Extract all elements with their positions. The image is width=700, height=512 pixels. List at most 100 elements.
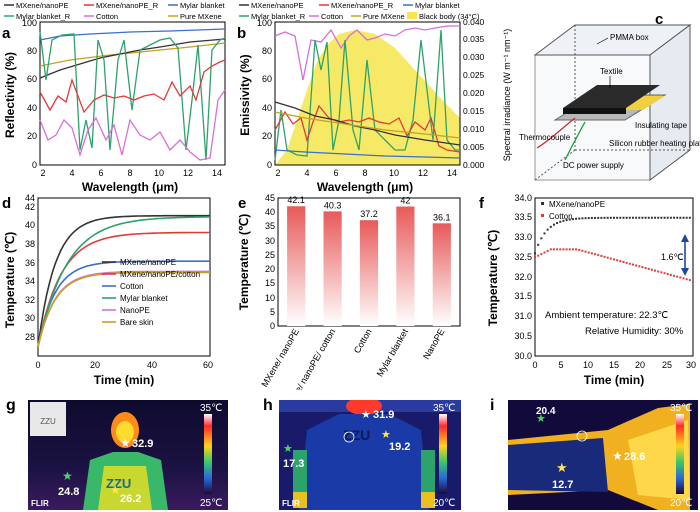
- point-f-a-33: [638, 216, 641, 219]
- xtick-b-0: 2: [275, 168, 280, 178]
- bar-2: [359, 220, 379, 326]
- y2tick-b-5: 0.025: [463, 70, 485, 80]
- point-f-b-3: [543, 251, 546, 254]
- panel-h: h ZZU ★ 31.9 ★ 17.3 ★ 19.2 FLIR 35℃ 20℃: [233, 395, 466, 512]
- ytick-f-0: 30.0: [514, 351, 532, 361]
- scale-min-g: 25℃: [200, 498, 222, 509]
- legend-f-0: MXene/nanoPE: [549, 200, 605, 209]
- thermal-image-h: ZZU ★ 31.9 ★ 17.3 ★ 19.2 FLIR 35℃ 20℃: [279, 400, 461, 510]
- panel-f-svg: f MXene/nanoPE Cotton 1.6℃ Ambient tempe…: [479, 193, 696, 387]
- ytick-a-0: 0: [32, 160, 37, 170]
- point-f-b-45: [676, 275, 679, 278]
- arm-right: [421, 450, 435, 496]
- y2tick-b-3: 0.015: [463, 106, 485, 116]
- bar-0: [287, 206, 306, 326]
- point-f-a-21: [600, 216, 603, 219]
- legend-d-4: NanoPE: [120, 306, 150, 315]
- bar-label-0: 42.1: [287, 195, 305, 205]
- point-f-b-19: [594, 253, 597, 256]
- ytick-e-6: 30: [265, 236, 275, 246]
- star-g-1: ★: [62, 469, 73, 483]
- point-f-b-34: [641, 266, 644, 269]
- point-f-b-26: [616, 259, 619, 262]
- panel-a-ylabel: Reflectivity (%): [3, 52, 17, 138]
- panel-a-svg: a MXene/nanoPE MXene/nanoPE_R Mylar blan…: [2, 1, 226, 194]
- inset-photo: [30, 402, 66, 436]
- xtick-f-5: 25: [662, 360, 672, 370]
- ytick-a-4: 80: [27, 46, 37, 56]
- panel-a-legend: MXene/nanoPE MXene/nanoPE_R Mylar blanke…: [4, 1, 226, 21]
- point-f-a-36: [647, 216, 650, 219]
- ytick-f-8: 34.0: [514, 193, 532, 203]
- panel-b-frame: [274, 21, 461, 166]
- panel-a-xlabel: Wavelength (μm): [82, 180, 178, 194]
- xtick-f-4: 20: [635, 360, 645, 370]
- bar-category-2: Cotton: [352, 327, 374, 355]
- point-f-a-8: [559, 220, 562, 223]
- point-f-b-22: [603, 255, 606, 258]
- ytick-b-2: 40: [262, 103, 272, 113]
- point-f-b-47: [682, 277, 685, 280]
- legend-d-2: Cotton: [120, 282, 144, 291]
- humidity-label: Relative Humidity: 30%: [585, 326, 684, 337]
- curve-d-5: [37, 271, 210, 347]
- colorbar-h: [439, 414, 447, 494]
- legend-d-3: Mylar blanket: [120, 294, 168, 303]
- y2tick-b-6: 0.030: [463, 52, 485, 62]
- legend-a-2: Mylar blanket: [180, 1, 226, 10]
- xtick-b-1: 4: [304, 168, 309, 178]
- curve-a-mylar: [39, 28, 226, 41]
- point-f-b-48: [685, 278, 688, 281]
- bar-4: [432, 223, 451, 326]
- colorbar-i: [676, 414, 684, 494]
- point-f-a-9: [562, 219, 565, 222]
- star-h-3: ★: [381, 429, 391, 441]
- temp-h-1: 31.9: [373, 409, 394, 421]
- bar-category-0: MXene/ nanoPE: [259, 327, 300, 389]
- panel-f-xlabel: Time (min): [584, 373, 644, 387]
- temp-i-3: 28.6: [624, 451, 645, 463]
- panel-f-xticks: 0 5 10 15 20 25 30: [532, 360, 696, 370]
- point-f-b-46: [679, 276, 682, 279]
- panel-f-frame: [534, 197, 694, 357]
- arm-left: [293, 450, 307, 496]
- point-f-a-5: [549, 225, 552, 228]
- point-f-a-16: [584, 217, 587, 220]
- curve-a-pure-mxene: [39, 42, 226, 67]
- curve-b-mxene-nanope-r: [274, 104, 461, 153]
- panel-e-ylabel: Temperature (℃): [237, 214, 251, 311]
- panel-d-frame: [37, 197, 211, 357]
- scale-min-i: 20℃: [670, 498, 692, 509]
- ytick-b-1: 20: [262, 131, 272, 141]
- point-f-b-49: [688, 279, 691, 282]
- panel-e-yticks: 0 5 10 15 20 25 30 35 40 45: [265, 193, 275, 331]
- legend-a-3: Mylar blanket_R: [16, 12, 71, 21]
- legend-b-blackbody-swatch: [407, 12, 417, 19]
- panel-i: i ★ 20.4 ★ 12.7 ★ 28.6 35℃ 20℃: [466, 395, 700, 512]
- y2tick-b-2: 0.010: [463, 124, 485, 134]
- panel-b-xlabel: Wavelength (μm): [317, 180, 413, 194]
- textile-side: [563, 108, 626, 114]
- y2tick-b-1: 0.005: [463, 142, 485, 152]
- panel-a-curves: [39, 28, 226, 161]
- ytick-e-1: 5: [270, 307, 275, 317]
- panel-f-points: [534, 216, 691, 282]
- scale-min-h: 20℃: [433, 498, 455, 509]
- point-f-a-30: [628, 216, 631, 219]
- point-f-b-27: [619, 260, 622, 263]
- panel-d-xticks: 0 20 40 60: [35, 360, 213, 370]
- ytick-d-2: 32: [25, 295, 35, 305]
- panel-d-legend: MXene/nanoPE MXene/nanoPE/cotton Cotton …: [102, 258, 200, 327]
- point-f-a-28: [622, 216, 625, 219]
- point-f-b-32: [635, 264, 638, 267]
- xtick-a-2: 6: [98, 168, 103, 178]
- dc-wire: [564, 121, 586, 161]
- thermocouple-wire: [536, 117, 576, 149]
- point-f-a-43: [669, 216, 672, 219]
- point-f-a-23: [606, 216, 609, 219]
- point-f-a-12: [571, 218, 574, 221]
- legend-d-1: MXene/nanoPE/cotton: [120, 270, 200, 279]
- label-dc: DC power supply: [563, 161, 624, 170]
- temp-g-3: 26.2: [120, 493, 141, 505]
